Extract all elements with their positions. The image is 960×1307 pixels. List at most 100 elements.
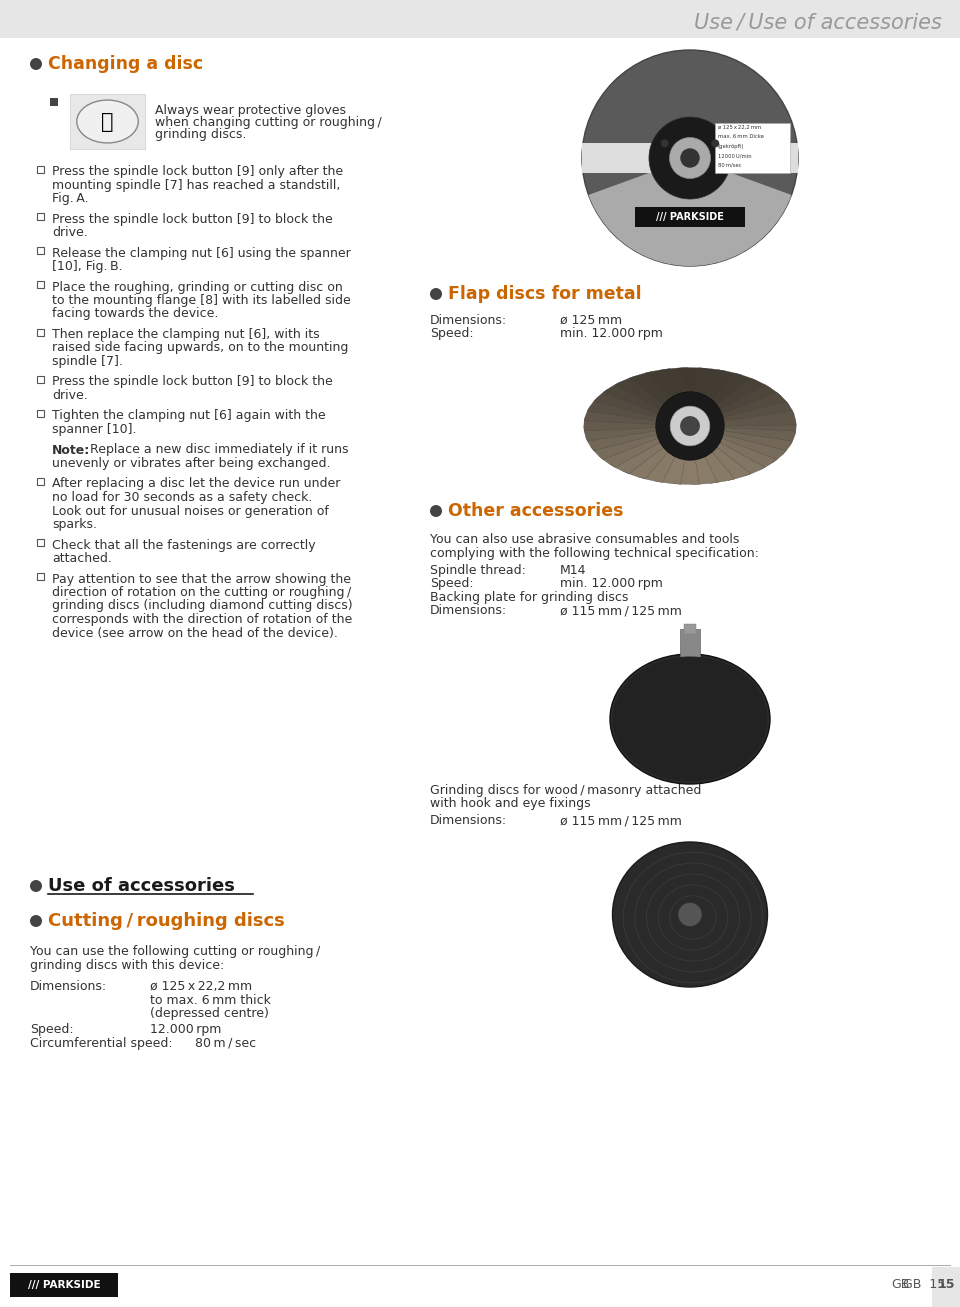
Text: ø 125 mm: ø 125 mm [560,314,622,327]
Polygon shape [693,367,725,408]
Circle shape [30,880,42,891]
Bar [36,376,43,383]
Circle shape [649,116,732,199]
Text: facing towards the device.: facing towards the device. [52,307,218,320]
Bar [0,0,960,38]
Text: Dimensions:: Dimensions: [430,605,507,617]
Text: grinding discs.: grinding discs. [155,128,247,141]
Text: to the mounting flange [8] with its labelled side: to the mounting flange [8] with its labe… [52,294,350,307]
Ellipse shape [77,101,138,142]
Text: attached.: attached. [52,552,112,565]
Polygon shape [709,378,770,413]
Polygon shape [638,443,682,482]
Bar [684,623,696,634]
Text: 80 m/sec: 80 m/sec [718,162,742,167]
Bar [36,410,43,417]
Bar [36,328,43,336]
Text: 🫱: 🫱 [101,111,113,132]
Polygon shape [603,382,667,416]
Text: Use of accessories: Use of accessories [48,877,235,895]
Text: (depressed centre): (depressed centre) [150,1006,269,1019]
Text: M14: M14 [560,565,587,576]
Text: min. 12.000 rpm: min. 12.000 rpm [560,578,662,591]
Text: (gekröpft): (gekröpft) [718,144,745,149]
Polygon shape [681,367,707,408]
Text: Speed:: Speed: [430,328,473,341]
Bar [36,478,43,485]
Polygon shape [656,444,687,484]
Text: spindle [7].: spindle [7]. [52,356,123,369]
Text: After replacing a disc let the device run under: After replacing a disc let the device ru… [52,477,341,490]
Circle shape [660,140,669,148]
Text: spanner [10].: spanner [10]. [52,423,136,437]
Text: Other accessories: Other accessories [448,502,623,520]
Bar [36,281,43,288]
Polygon shape [697,443,735,484]
Circle shape [680,416,700,437]
Polygon shape [673,444,699,485]
Text: You can also use abrasive consumables and tools: You can also use abrasive consumables an… [430,533,739,546]
Polygon shape [615,376,672,413]
Polygon shape [723,410,796,426]
Polygon shape [703,442,751,481]
Text: 12.000 rpm: 12.000 rpm [150,1023,222,1036]
Bar [680,629,700,667]
Text: /// PARKSIDE: /// PARKSIDE [656,213,724,222]
Text: no load for 30 seconds as a safety check.: no load for 30 seconds as a safety check… [52,491,312,505]
Bar [10,1273,118,1297]
Text: 15: 15 [937,1278,955,1291]
Text: Backing plate for grinding discs: Backing plate for grinding discs [430,591,629,604]
Ellipse shape [610,654,770,784]
Bar [715,123,790,173]
Polygon shape [590,433,662,460]
Polygon shape [714,384,781,417]
Text: Note:: Note: [52,443,90,456]
Polygon shape [708,439,765,476]
Circle shape [656,392,724,460]
Circle shape [670,406,709,446]
Bar [70,94,145,149]
Polygon shape [705,372,756,412]
Text: Pay attention to see that the arrow showing the: Pay attention to see that the arrow show… [52,572,351,586]
Circle shape [430,288,442,301]
Bar [635,208,745,227]
Polygon shape [645,369,684,409]
Text: max. 6 mm Dicke: max. 6 mm Dicke [718,135,764,139]
Ellipse shape [612,656,767,782]
Text: Dimensions:: Dimensions: [430,314,507,327]
Text: Speed:: Speed: [30,1023,74,1036]
Polygon shape [721,401,794,422]
Polygon shape [584,426,657,442]
Text: Grinding discs for wood / masonry attached: Grinding discs for wood / masonry attach… [430,784,702,797]
Circle shape [711,140,719,148]
Text: GB: GB [892,1278,910,1291]
Text: Dimensions:: Dimensions: [30,980,108,993]
Circle shape [430,505,442,518]
Polygon shape [718,392,789,420]
Circle shape [582,50,798,267]
Text: ø 125 x 22,2 mm: ø 125 x 22,2 mm [150,980,252,993]
Polygon shape [722,427,796,444]
Text: corresponds with the direction of rotation of the: corresponds with the direction of rotati… [52,613,352,626]
Text: ø 125 x 22,2 mm: ø 125 x 22,2 mm [718,124,761,129]
Bar [36,247,43,254]
Polygon shape [586,430,659,451]
Wedge shape [588,158,791,267]
Text: Replace a new disc immediately if it runs: Replace a new disc immediately if it run… [90,443,348,456]
Text: with hook and eye fixings: with hook and eye fixings [430,797,590,810]
Text: min. 12.000 rpm: min. 12.000 rpm [560,328,662,341]
Polygon shape [712,437,777,471]
Text: Press the spindle lock button [9] to block the: Press the spindle lock button [9] to blo… [52,213,333,226]
Circle shape [678,903,702,927]
Polygon shape [593,389,663,418]
Polygon shape [610,438,670,474]
Polygon shape [699,370,741,409]
Text: Place the roughing, grinding or cutting disc on: Place the roughing, grinding or cutting … [52,281,343,294]
Text: [10], Fig. B.: [10], Fig. B. [52,260,123,273]
Text: grinding discs (including diamond cutting discs): grinding discs (including diamond cuttin… [52,600,352,613]
Text: Circumferential speed:: Circumferential speed: [30,1036,173,1050]
Bar [50,98,58,106]
Polygon shape [585,406,658,425]
Text: /// PARKSIDE: /// PARKSIDE [28,1280,100,1290]
Text: to max. 6 mm thick: to max. 6 mm thick [150,993,271,1006]
